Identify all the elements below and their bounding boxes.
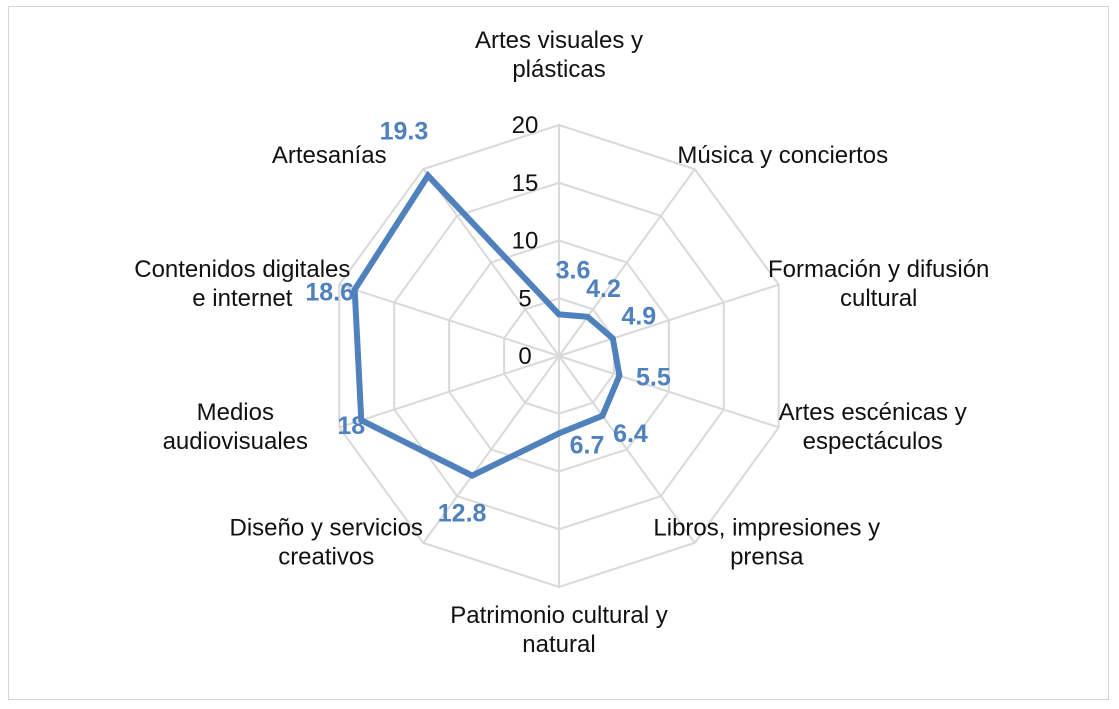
category-labels: Artes visuales y plásticas Música y concie…: [134, 27, 989, 658]
radial-tick-label: 15: [512, 170, 539, 197]
category-label: Artes escénicas y espectáculos: [779, 399, 967, 455]
data-label: 5.5: [636, 364, 671, 392]
radial-tick-label: 20: [512, 112, 539, 139]
category-label: Medios audiovisuales: [163, 399, 308, 455]
category-label: Formación y difusión cultural: [768, 256, 989, 312]
data-label: 18: [337, 412, 365, 440]
category-label: Artesanías: [272, 142, 387, 169]
data-label: 12.8: [438, 500, 487, 528]
category-label: Contenidos digitales e internet: [134, 256, 350, 312]
radial-tick-label: 10: [512, 228, 539, 255]
category-label: Diseño y servicios creativos: [230, 514, 423, 570]
data-label: 4.9: [621, 303, 656, 331]
data-label: 3.6: [556, 256, 591, 284]
grid-layer: [338, 123, 780, 589]
axis-spoke: [422, 168, 560, 357]
axis-spoke: [558, 355, 780, 429]
data-label: 19.3: [380, 118, 429, 146]
data-labels: 3.64.24.9 5.5 6.4 6.7 12.8 18 18.6 19.3: [305, 118, 671, 528]
data-label: 4.2: [586, 275, 621, 303]
series-layer: [351, 170, 623, 479]
category-label: Artes visuales y plásticas: [475, 27, 643, 83]
axis-spoke: [422, 355, 560, 544]
data-label: 6.4: [613, 420, 648, 448]
data-label: 6.7: [570, 431, 605, 459]
data-label: 18.6: [305, 279, 354, 307]
radial-tick-label: 5: [518, 285, 531, 312]
radial-tick-labels: 0 5 10 15 20: [512, 112, 539, 370]
axis-spoke: [558, 355, 696, 544]
category-label: Patrimonio cultural y natural: [450, 602, 667, 658]
axis-spoke: [558, 168, 696, 357]
category-label: Libros, impresiones y prensa: [653, 514, 880, 570]
radial-tick-label: 0: [518, 343, 531, 370]
axis-spoke: [338, 283, 560, 357]
axis-spoke: [558, 283, 780, 357]
axis-spoke: [338, 355, 560, 429]
category-label: Música y conciertos: [677, 142, 888, 169]
